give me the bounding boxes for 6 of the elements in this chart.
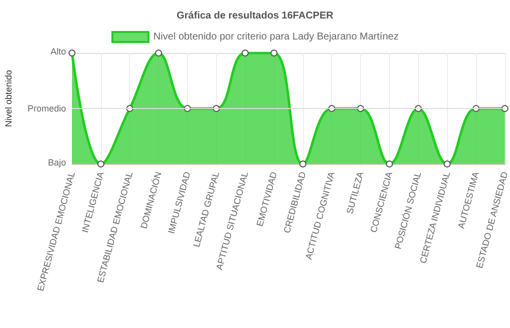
chart-title: Gráfica de resultados 16FACPER [176, 10, 334, 22]
text: Alto [50, 46, 66, 56]
text: Bajo [48, 158, 66, 168]
y-axis-title: Nivel obtenido [4, 70, 14, 128]
legend-label: Nivel obtenido por criterio para Lady Bejarano Martínez [153, 32, 399, 42]
ref-line-label: Promedio [27, 104, 66, 114]
